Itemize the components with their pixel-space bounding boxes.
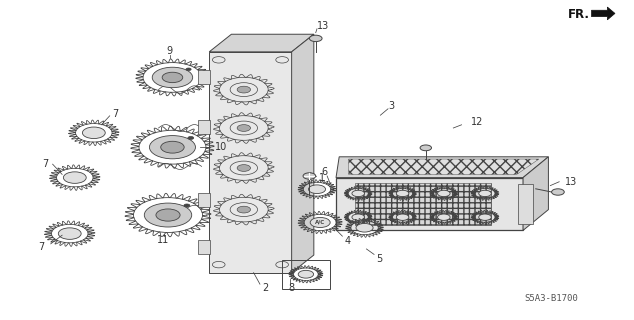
Text: 13: 13 — [317, 20, 330, 31]
Text: FR.: FR. — [567, 8, 590, 21]
Text: 7: 7 — [112, 108, 119, 119]
Circle shape — [145, 203, 191, 227]
Text: 2: 2 — [262, 283, 268, 293]
Circle shape — [237, 124, 250, 132]
Circle shape — [396, 190, 409, 196]
Circle shape — [552, 189, 564, 195]
Polygon shape — [592, 7, 615, 20]
Bar — [355, 183, 491, 225]
Text: 7: 7 — [42, 159, 49, 169]
Circle shape — [237, 206, 250, 213]
Circle shape — [58, 228, 81, 239]
Circle shape — [308, 185, 326, 194]
Polygon shape — [523, 157, 548, 230]
Text: 6: 6 — [321, 167, 328, 177]
Text: 9: 9 — [167, 46, 173, 56]
Circle shape — [437, 214, 450, 220]
Text: 4: 4 — [344, 236, 351, 246]
Circle shape — [310, 218, 330, 228]
Bar — [209, 52, 292, 273]
Bar — [198, 70, 210, 84]
Text: 1: 1 — [319, 173, 325, 183]
Text: 12: 12 — [470, 117, 483, 127]
Bar — [336, 178, 523, 230]
Text: S5A3-B1700: S5A3-B1700 — [525, 294, 578, 303]
Circle shape — [437, 190, 450, 196]
Polygon shape — [336, 157, 548, 178]
Circle shape — [186, 68, 191, 71]
Text: 10: 10 — [214, 141, 227, 152]
Circle shape — [82, 127, 105, 139]
Circle shape — [63, 172, 86, 183]
Circle shape — [237, 164, 250, 172]
Circle shape — [352, 214, 365, 220]
Circle shape — [237, 86, 250, 93]
Circle shape — [352, 190, 365, 196]
Bar — [282, 260, 330, 289]
Circle shape — [479, 190, 491, 196]
Text: 11: 11 — [157, 235, 170, 245]
Circle shape — [156, 209, 180, 221]
Text: 8: 8 — [288, 283, 295, 293]
Circle shape — [150, 136, 195, 159]
Circle shape — [184, 204, 190, 207]
Circle shape — [356, 223, 373, 232]
Circle shape — [161, 141, 184, 153]
Bar — [198, 193, 210, 207]
Circle shape — [479, 214, 491, 220]
Polygon shape — [292, 34, 314, 273]
Text: 5: 5 — [376, 253, 382, 264]
Circle shape — [309, 35, 322, 42]
Text: 13: 13 — [564, 177, 577, 187]
Circle shape — [396, 214, 409, 220]
Bar — [198, 240, 210, 254]
Polygon shape — [518, 184, 533, 224]
Circle shape — [152, 67, 193, 88]
Circle shape — [162, 72, 183, 83]
Circle shape — [298, 270, 314, 278]
Circle shape — [188, 136, 194, 140]
Circle shape — [420, 145, 432, 151]
Polygon shape — [349, 159, 539, 174]
Circle shape — [303, 173, 316, 179]
Bar — [198, 120, 210, 134]
Text: A/C: A/C — [315, 220, 325, 225]
Text: 3: 3 — [389, 100, 395, 111]
Text: 7: 7 — [38, 242, 44, 252]
Polygon shape — [209, 34, 314, 52]
